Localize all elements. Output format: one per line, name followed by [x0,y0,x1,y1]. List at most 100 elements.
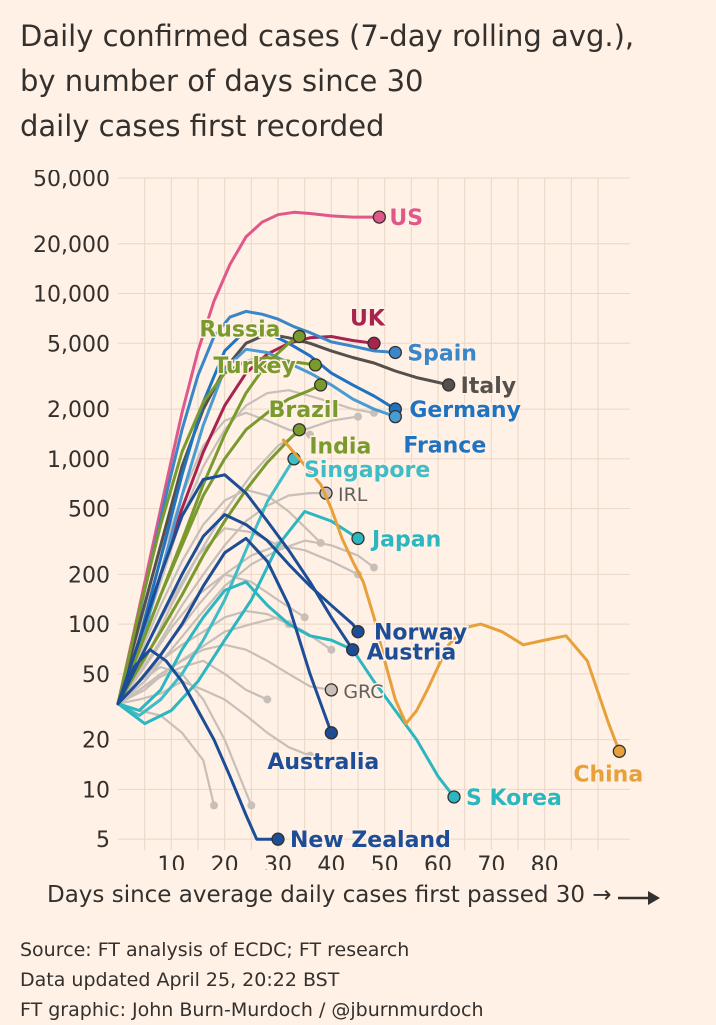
background-series-end-dot [306,430,314,439]
series-end-dot-new-zealand [271,832,285,846]
x-tick-label: 30 [264,853,292,870]
series-label-germany: Germany [409,398,521,423]
series-end-dot-s-korea [447,790,461,804]
series-end-dot-spain [388,345,402,360]
background-series-end-dot [247,801,256,810]
background-series-end-dot [210,801,218,810]
background-series-line [116,389,376,705]
series-line-china [281,438,621,753]
x-tick-label: 60 [424,853,452,870]
series-label-france: France [403,434,486,459]
y-tick-label: 200 [68,563,110,588]
y-tick-label: 20 [82,729,110,754]
series-end-dot-italy [442,378,456,392]
y-tick-label: 2,000 [47,398,110,423]
series-label-irl: IRL [338,484,368,506]
background-series-end-dot [327,645,336,654]
series-line-germany [116,328,397,706]
background-series-line [116,680,312,757]
series-label-uk: UK [350,306,386,331]
series-label-singapore: Singapore [304,458,430,483]
series-line-japan [116,510,360,726]
background-series-line [116,539,376,705]
y-tick-label: 20,000 [33,233,110,258]
credit-note: FT graphic: John Burn-Murdoch / @jburnmu… [20,999,484,1021]
x-tick-label: 80 [531,853,559,870]
series-line-norway [116,513,360,706]
series-end-dot-uk [367,336,381,350]
series-label-s-korea: S Korea [466,786,562,811]
series-label-austria: Austria [367,641,457,666]
chart-title-line: Daily confirmed cases (7-day rolling avg… [20,19,635,53]
chart-title-line: daily cases first recorded [20,109,385,143]
chart-title: Daily confirmed cases (7-day rolling avg… [20,14,700,149]
series-end-dot-india [292,423,306,437]
series-end-dot-china [612,744,626,758]
x-axis-ticks: 10 20 30 40 50 60 70 80 [157,853,558,870]
country-lines [116,210,626,846]
series-line-s-korea [116,580,456,799]
y-tick-label: 50,000 [33,170,110,192]
x-axis-label: Days since average daily cases first pas… [47,882,612,908]
x-tick-label: 40 [317,853,345,870]
y-tick-label: 100 [68,613,110,638]
updated-note: Data updated April 25, 20:22 BST [20,969,340,991]
background-series-line [116,488,322,705]
background-series-end-dot [300,613,309,622]
series-line-australia [116,536,333,735]
background-series-end-dot [316,538,325,547]
series-label-india: India [309,435,371,460]
series-label-us: US [389,206,423,231]
series-label-grc: GRC [343,681,383,703]
series-label-new-zealand: New Zealand [290,828,451,853]
series-line-grc [116,643,333,705]
series-label-russia: Russia [199,317,280,342]
series-line-turkey [116,356,317,706]
series-end-dot-grc [324,683,338,697]
chart-grid [118,177,630,850]
chart-footer: Source: FT analysis of ECDC; FT research… [20,935,484,1025]
y-tick-label: 5,000 [47,332,110,357]
series-label-australia: Australia [267,750,379,775]
series-label-italy: Italy [461,374,516,399]
source-note: Source: FT analysis of ECDC; FT research [20,939,410,961]
series-end-dot-russia [292,329,306,344]
series-end-dot-france [388,409,402,424]
y-tick-label: 50 [82,663,110,688]
series-end-dot-austria [346,643,360,657]
y-tick-label: 5 [96,828,110,853]
right-arrow-icon [618,891,660,905]
series-end-dot-us [372,210,386,224]
y-tick-label: 10 [82,778,110,803]
series-line-italy [116,332,451,706]
background-series-line [116,573,306,705]
y-tick-label: 500 [68,498,110,523]
x-tick-label: 50 [371,853,399,870]
background-series-end-dot [306,751,314,760]
series-end-dot-norway [351,625,365,639]
series-end-dot-japan [351,531,365,546]
series-label-china: China [573,762,643,787]
x-tick-label: 20 [211,853,239,870]
series-label-turkey: Turkey [213,354,295,379]
series-line-us [116,210,381,706]
background-series-end-dot [263,695,272,704]
chart-title-line: by number of days since 30 [20,64,424,98]
series-end-dot-turkey [308,358,322,372]
y-tick-label: 1,000 [47,448,110,473]
y-axis-ticks: 5 10 20 50 100 200 500 1,000 2,000 5,000 10,000 20,… [33,170,110,853]
series-label-spain: Spain [407,341,477,366]
background-series-end-dot [370,563,378,572]
series-label-norway: Norway [374,621,467,646]
series-line-austria [116,473,355,706]
background-series-line [116,702,216,807]
series-label-japan: Japan [370,527,441,552]
x-tick-label: 10 [157,853,185,870]
series-line-singapore [116,457,296,717]
x-tick-label: 70 [477,853,505,870]
series-end-dot-australia [324,726,338,740]
line-chart: 5 10 20 50 100 200 500 1,000 2,000 5,000 10,000 20,… [33,170,645,870]
series-label-brazil: Brazil [269,398,339,423]
series-line-brazil [116,383,323,706]
